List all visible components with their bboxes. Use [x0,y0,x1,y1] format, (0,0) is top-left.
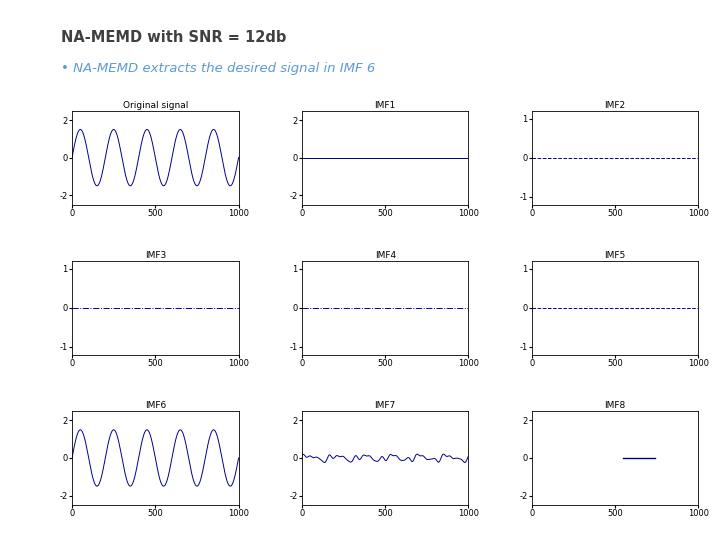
Title: IMF3: IMF3 [145,251,166,260]
Title: Original signal: Original signal [122,101,188,110]
Title: IMF5: IMF5 [605,251,626,260]
Title: IMF1: IMF1 [374,101,396,110]
Text: NA-MEMD with SNR = 12db: NA-MEMD with SNR = 12db [61,30,287,45]
Title: IMF7: IMF7 [374,401,396,410]
Title: IMF2: IMF2 [605,101,626,110]
Text: • NA-MEMD extracts the desired signal in IMF 6: • NA-MEMD extracts the desired signal in… [61,62,375,75]
Title: IMF4: IMF4 [374,251,396,260]
Title: IMF8: IMF8 [605,401,626,410]
Title: IMF6: IMF6 [145,401,166,410]
